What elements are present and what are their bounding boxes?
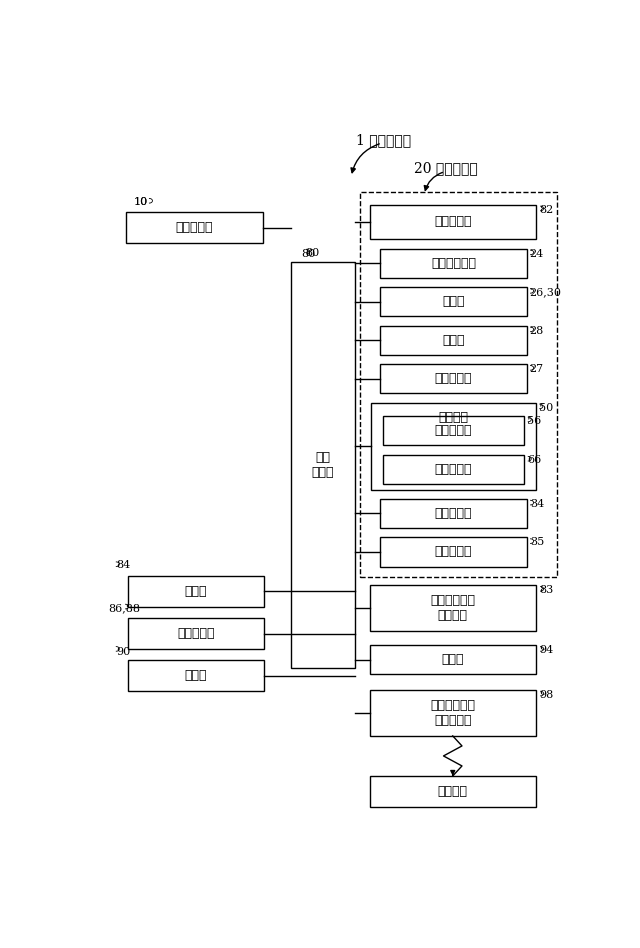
Bar: [383, 415, 524, 445]
Text: 通過センサ: 通過センサ: [435, 373, 472, 385]
Text: 一時保留部: 一時保留部: [435, 507, 472, 520]
Text: 82: 82: [539, 205, 553, 214]
Bar: [380, 364, 527, 393]
Bar: [369, 205, 536, 239]
Text: 外部装置: 外部装置: [438, 785, 468, 798]
Text: 28: 28: [530, 325, 544, 336]
Text: 操作表示部: 操作表示部: [177, 627, 214, 640]
Text: 扉ロック部: 扉ロック部: [435, 545, 472, 558]
Text: 34: 34: [530, 499, 544, 509]
Text: 通信インター
フェース部: 通信インター フェース部: [430, 699, 476, 727]
Text: 紙幣制御部: 紙幣制御部: [434, 215, 472, 228]
Text: 35: 35: [530, 538, 544, 547]
Text: 90: 90: [116, 647, 131, 657]
Bar: [369, 585, 536, 631]
Text: 搬送部: 搬送部: [442, 295, 465, 308]
Bar: [383, 455, 524, 484]
Text: 50: 50: [539, 403, 553, 412]
Bar: [380, 248, 527, 278]
Text: 硬貨処理機: 硬貨処理機: [175, 221, 213, 234]
Text: 56: 56: [527, 415, 541, 426]
Text: 27: 27: [530, 364, 544, 374]
Bar: [128, 618, 264, 649]
Text: 第１駆動部: 第１駆動部: [435, 424, 472, 437]
Text: 第２駆動部: 第２駆動部: [435, 463, 472, 476]
Text: 98: 98: [539, 690, 553, 700]
Bar: [380, 538, 527, 567]
Text: 24: 24: [530, 248, 544, 259]
Bar: [360, 192, 557, 577]
Text: 識別部: 識別部: [442, 334, 465, 347]
Text: 94: 94: [539, 645, 553, 655]
Text: 記憶部: 記憶部: [442, 653, 464, 666]
Text: 1 貨幣処理機: 1 貨幣処理機: [356, 133, 411, 147]
Text: 搬送状態情報
取得手段: 搬送状態情報 取得手段: [430, 594, 476, 622]
Bar: [128, 661, 264, 691]
Bar: [369, 645, 536, 674]
Bar: [369, 690, 536, 736]
Bar: [128, 575, 264, 607]
Text: 10: 10: [134, 197, 148, 207]
Text: 84: 84: [116, 560, 131, 571]
Bar: [291, 263, 355, 668]
Bar: [369, 776, 536, 807]
Text: 10: 10: [134, 197, 148, 207]
Text: 印字部: 印字部: [185, 585, 207, 597]
Text: 66: 66: [527, 455, 541, 465]
Text: 分岐装置: 分岐装置: [438, 411, 468, 424]
Bar: [380, 287, 527, 317]
Bar: [380, 325, 527, 355]
Text: 80: 80: [305, 247, 319, 258]
Bar: [380, 499, 527, 528]
Text: 83: 83: [539, 585, 553, 595]
Text: 20 紙幣処理機: 20 紙幣処理機: [414, 161, 478, 175]
Text: 86,88: 86,88: [109, 604, 141, 613]
Text: 26,30: 26,30: [530, 287, 562, 297]
Bar: [126, 212, 262, 243]
Text: 紙幣繰出機構: 紙幣繰出機構: [431, 257, 476, 269]
Text: 読取部: 読取部: [185, 669, 207, 683]
Text: 80: 80: [301, 248, 316, 259]
Text: 本体
制御部: 本体 制御部: [312, 451, 334, 480]
Bar: [371, 403, 536, 489]
